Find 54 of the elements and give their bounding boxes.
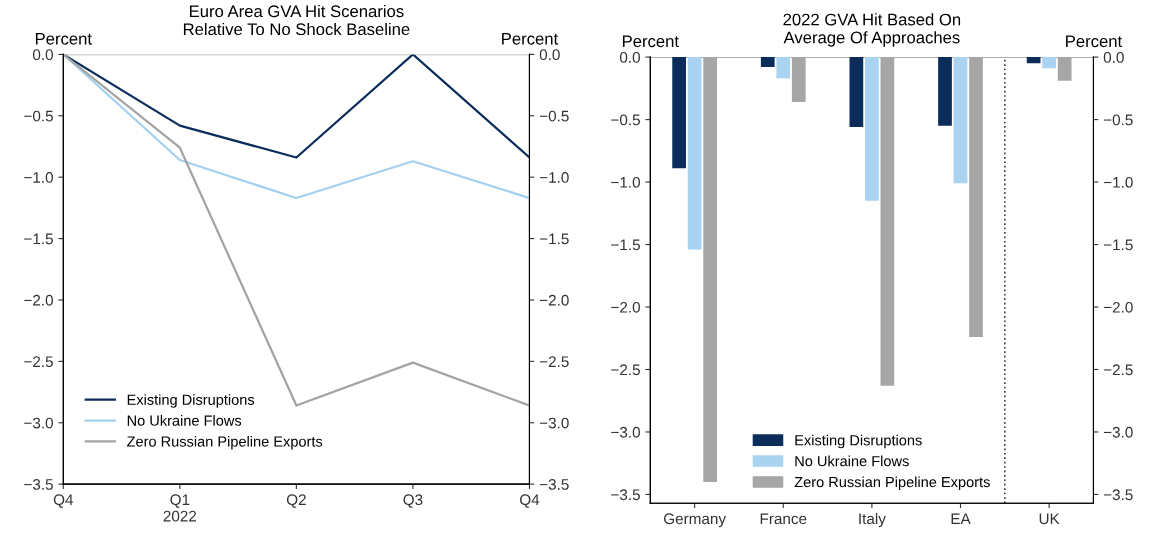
x-tick-label: Q2 [286,494,306,508]
y-tick-label: −1.0 [24,172,53,183]
y-tick-label: −3.0 [611,426,640,438]
y-tick-label: −2.5 [611,364,640,376]
y-tick-label: −2.5 [24,356,53,368]
y2-tick-label: −3.0 [1103,426,1133,438]
x-tick-label: France [760,513,807,525]
y2-tick-label: −1.0 [539,172,569,183]
y2-tick-label: −3.5 [539,479,569,490]
y-tick-label: 0.0 [32,49,53,61]
y2-tick-label: −1.5 [539,233,569,245]
x-tick-label: Q3 [403,494,423,508]
y2-axis-title: Percent [1066,35,1123,48]
y2-tick-label: −2.5 [1103,364,1133,376]
legend-label: Existing Disruptions [127,394,255,408]
x-tick-label: Italy [859,512,886,528]
chart-title: 2022 GVA Hit Based On Average Of Approaches [783,13,961,47]
y-tick-label: −3.5 [611,489,640,501]
y2-tick-label: −0.5 [1103,114,1133,126]
y-axis-title: Percent [622,35,679,48]
y2-tick-label: 0.0 [539,49,560,61]
y-tick-label: −2.0 [611,301,640,313]
y-tick-label: 0.0 [619,51,640,63]
y-tick-label: −0.5 [24,110,53,122]
x-tick-label: Germany [663,513,727,528]
y2-tick-label: −3.5 [1103,489,1133,501]
y2-tick-label: −1.5 [1103,239,1133,251]
legend-label: No Ukraine Flows [127,415,242,426]
x-tick-label: Q4 [53,494,74,508]
x-tick-label: UK [1039,513,1060,525]
legend-label: Zero Russian Pipeline Exports [127,435,323,450]
y-axis-title: Percent [35,33,92,45]
legend-label: Existing Disruptions [795,434,922,449]
legend-label: No Ukraine Flows [795,455,909,467]
y2-tick-label: −3.0 [539,417,569,429]
y-tick-label: −3.5 [24,479,53,490]
y2-tick-label: −2.0 [1103,301,1133,313]
y2-tick-label: −2.5 [539,356,569,368]
y-tick-label: −3.0 [24,417,53,429]
legend-label: Zero Russian Pipeline Exports [794,476,990,491]
y-tick-label: −1.5 [611,239,640,251]
y-tick-label: −1.0 [611,176,640,188]
y-tick-label: −1.5 [24,233,53,245]
y2-tick-label: −1.0 [1103,176,1133,188]
y2-tick-label: −2.0 [539,294,569,306]
x-tick-label: EA [951,513,971,524]
y-tick-label: −2.0 [24,294,53,306]
y2-tick-label: −0.5 [539,110,569,122]
y-tick-label: −0.5 [611,114,640,126]
y2-tick-label: 0.0 [1103,51,1124,63]
chart-title: Euro Area GVA Hit Scenarios Relative To No Shock Baseline [183,4,410,36]
x-tick-label: Q4 [519,494,540,508]
y2-axis-title: Percent [502,33,559,45]
x-tick-label: Q1 2022 [163,494,197,522]
